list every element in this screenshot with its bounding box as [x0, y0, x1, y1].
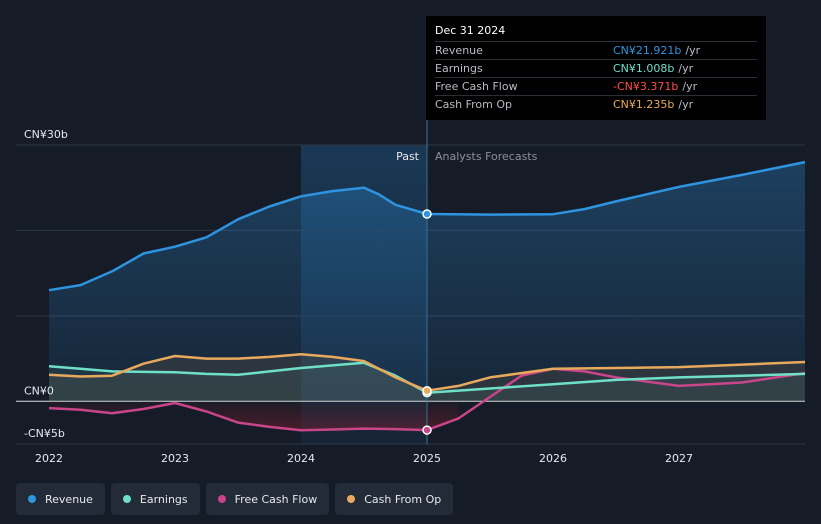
legend-dot-icon [347, 495, 356, 503]
past-label: Past [396, 150, 420, 163]
series-line-earnings [48, 361, 806, 394]
legend-item-earnings[interactable]: Earnings [110, 483, 200, 515]
earnings-area [49, 362, 805, 402]
tooltip-value: CN¥21.921b [613, 44, 682, 57]
x-tick-label: 2027 [665, 452, 693, 465]
tooltip-label: Revenue [435, 44, 483, 57]
series-line-cash-from-op [48, 353, 806, 392]
y-axis-label: CN¥0 [24, 384, 54, 397]
marker-cash-from-op [422, 385, 432, 396]
tooltip-unit: /yr [678, 62, 694, 75]
tooltip-date: Dec 31 2024 [435, 24, 506, 37]
tooltip-row-free-cash-flow: Free Cash Flow -CN¥3.371b /yr [435, 77, 757, 95]
tooltip-value: CN¥1.008b [613, 62, 675, 75]
tooltip-value: -CN¥3.371b [613, 80, 679, 93]
tooltip-unit: /yr [682, 80, 698, 93]
marker-revenue [422, 209, 432, 219]
free-cash-flow-area [49, 401, 459, 431]
legend-dot-icon [217, 495, 226, 503]
tooltip-row-revenue: Revenue CN¥21.921b /yr [435, 41, 757, 59]
x-tick-label: 2025 [413, 452, 441, 465]
legend-dot-icon [28, 495, 36, 503]
forecast-label: Analysts Forecasts [435, 150, 538, 163]
y-axis-label: CN¥30b [24, 128, 68, 141]
legend-item-cash-from-op[interactable]: Cash From Op [335, 483, 454, 515]
x-tick-label: 2022 [35, 452, 63, 465]
tooltip-label: Cash From Op [435, 98, 513, 111]
legend-label: Free Cash Flow [234, 492, 318, 506]
legend-dot-icon [122, 495, 131, 503]
legend-label: Cash From Op [364, 492, 442, 506]
cash-from-op-area [49, 354, 805, 402]
tooltip-unit: /yr [678, 98, 694, 111]
y-axis-label: -CN¥5b [24, 427, 65, 440]
x-tick-label: 2023 [161, 452, 189, 465]
marker-free-cash-flow [422, 425, 432, 435]
x-tick-label: 2026 [539, 452, 567, 465]
tooltip-row-cash-from-op: Cash From Op CN¥1.235b /yr [435, 95, 757, 113]
tooltip-label: Free Cash Flow [435, 80, 518, 93]
series-line-revenue [48, 160, 806, 292]
tooltip-row-earnings: Earnings CN¥1.008b /yr [435, 59, 757, 77]
x-tick-label: 2024 [287, 452, 315, 465]
tooltip-value: CN¥1.235b [613, 98, 675, 111]
series-line-free-cash-flow [48, 367, 806, 432]
tooltip: Dec 31 2024 Revenue CN¥21.921b /yr Earni… [426, 16, 766, 120]
legend-item-revenue[interactable]: Revenue [16, 483, 105, 515]
tooltip-label: Earnings [435, 62, 483, 75]
legend-label: Revenue [45, 492, 93, 506]
legend-label: Earnings [139, 492, 188, 506]
legend-item-free-cash-flow[interactable]: Free Cash Flow [205, 483, 330, 515]
tooltip-unit: /yr [685, 44, 701, 57]
legend: Revenue Earnings Free Cash Flow Cash Fro… [16, 483, 454, 515]
